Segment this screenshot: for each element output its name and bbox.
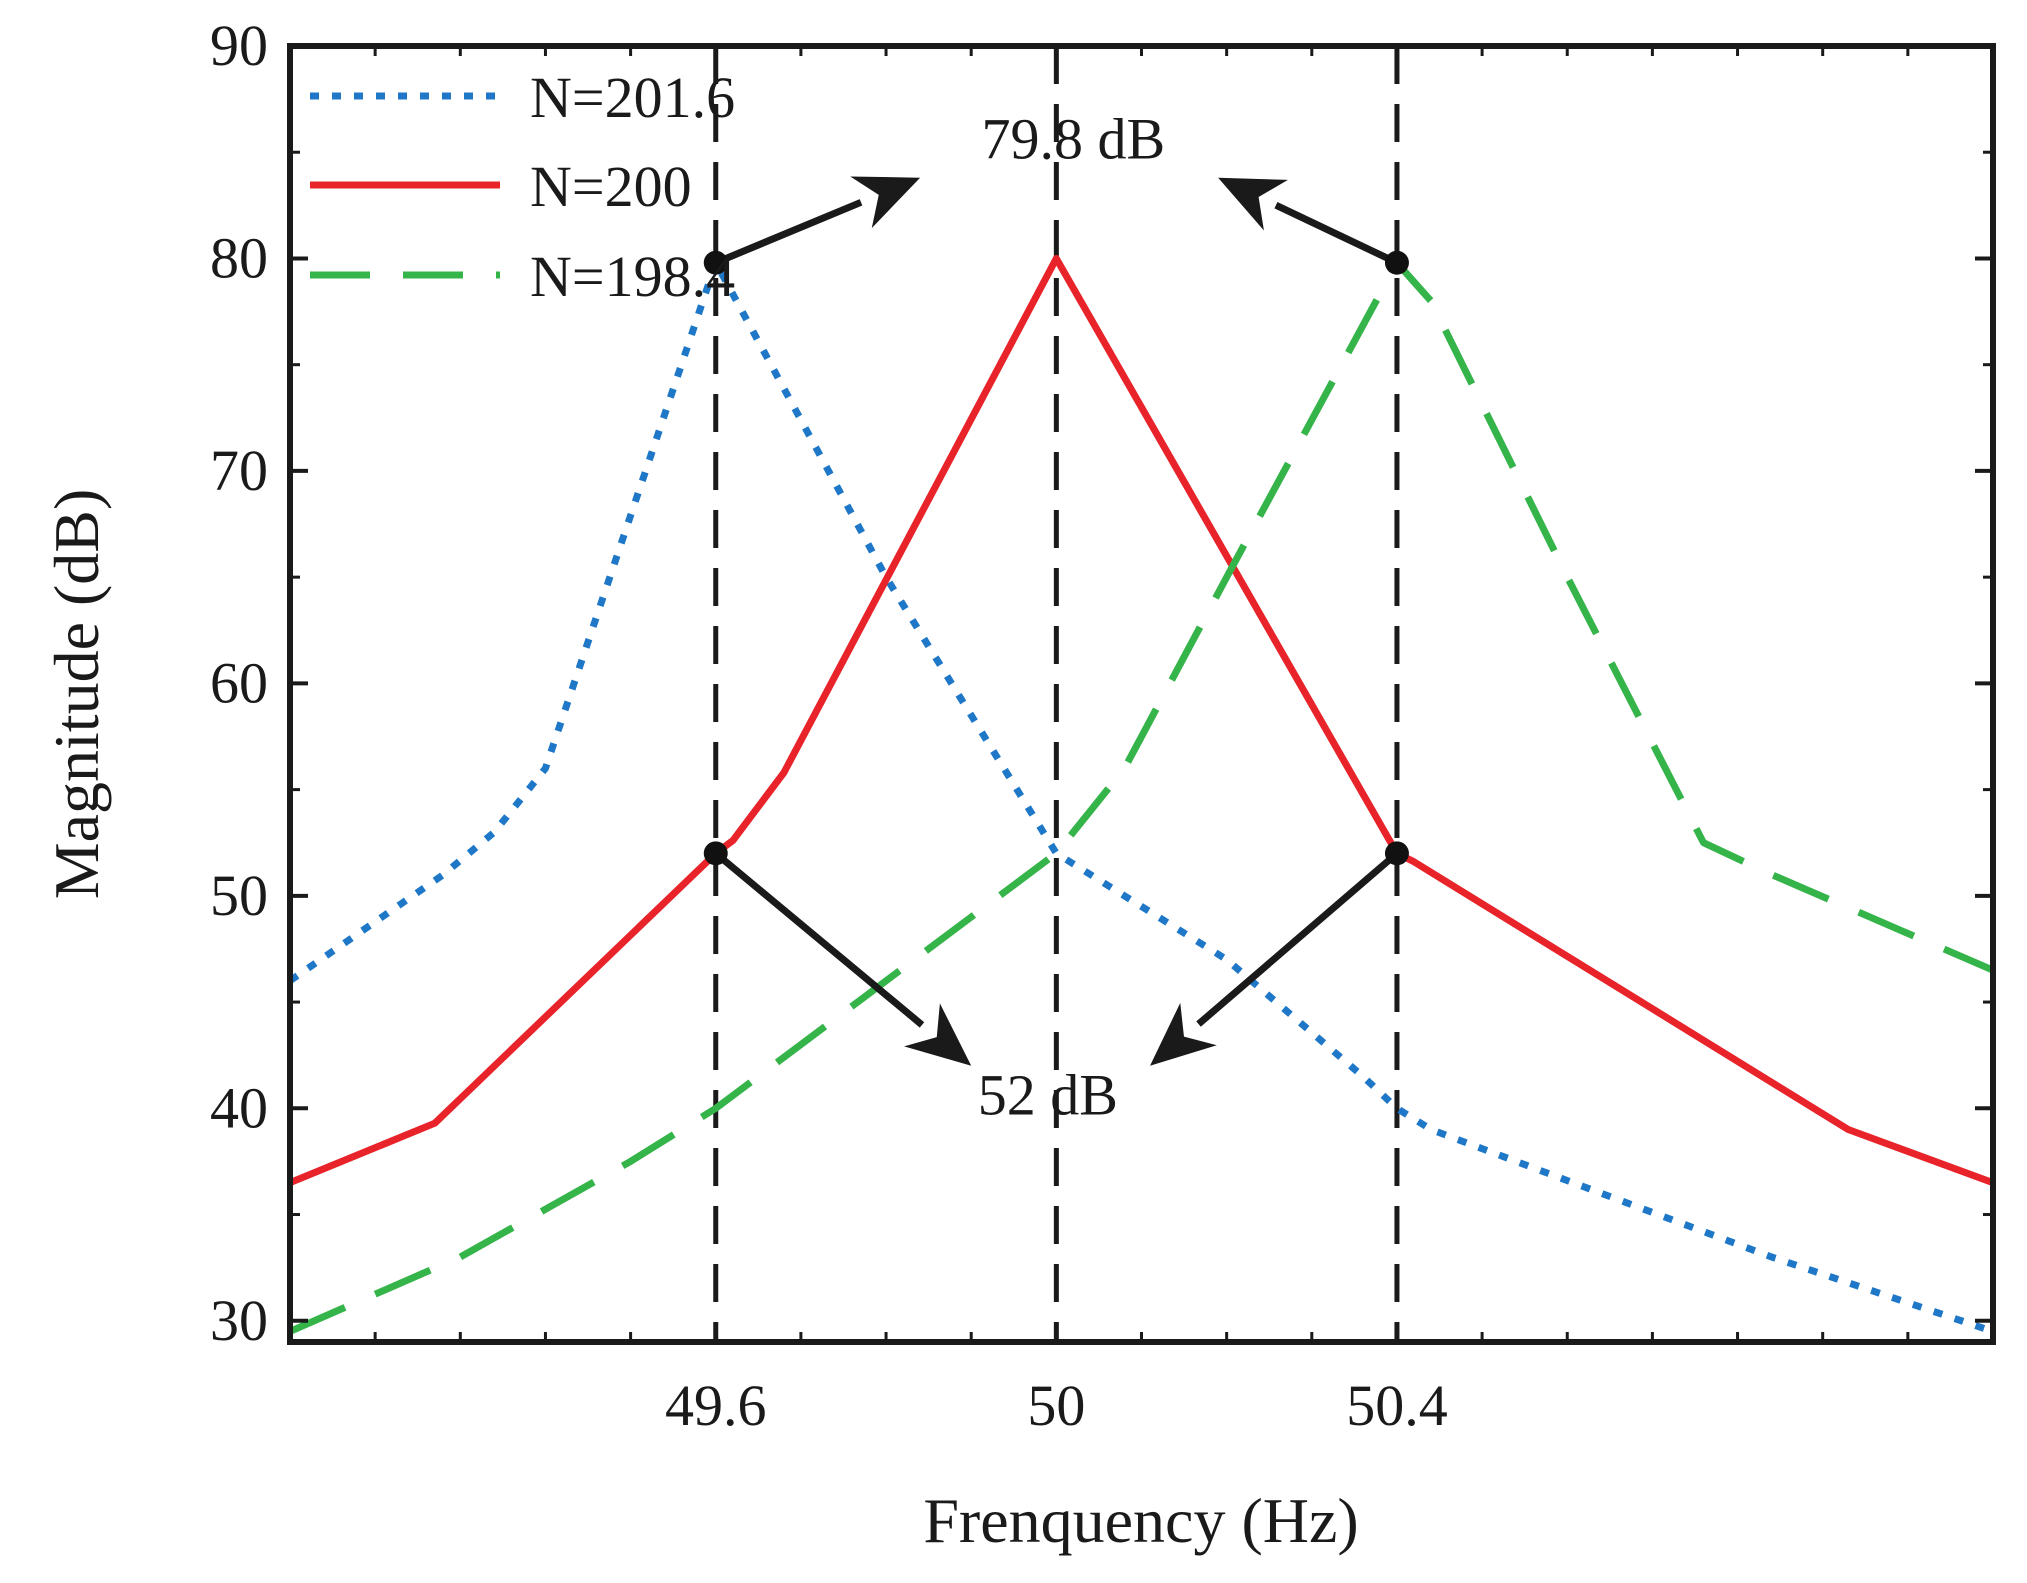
x-tick-label: 50 [1027,1373,1085,1438]
legend-label: N=198.4 [530,244,735,309]
series-line-N=198.4 [290,259,1993,1335]
arrow-shaft [713,850,925,1028]
legend: N=201.6 N=200 N=198.4 [310,65,735,309]
ticks-group [290,44,1993,1342]
reference-lines [713,46,1400,1342]
annotation-label: 79.8 dB [982,107,1166,172]
y-tick-label: 80 [210,225,268,290]
annotation-label: 52 dB [978,1063,1118,1128]
y-tick-label: 30 [210,1288,268,1353]
tick-labels-group: 30 40 50 60 70 80 90 49.6 50 50.4 [210,13,1448,1438]
legend-label: N=201.6 [530,65,735,130]
arrow-head [850,176,921,229]
data-marker [703,250,728,275]
markers-group [703,250,1409,866]
data-marker [703,841,728,866]
x-tick-label: 49.6 [665,1373,767,1438]
x-axis-title: Frenquency (Hz) [923,1485,1358,1556]
y-tick-label: 60 [210,650,268,715]
annotations-group: 79.8 dB 52 dB [978,107,1165,1128]
series-line-N=200 [290,255,1993,1186]
arrow-head [904,1003,972,1066]
series-group [290,255,1993,1335]
y-tick-label: 90 [210,13,268,78]
arrows-group [713,176,1400,1066]
arrow-head [1218,177,1288,231]
arrow-head [1150,1002,1217,1066]
y-axis-title: Magnitude (dB) [41,489,112,900]
series-line-N=201.6 [290,259,1993,1335]
x-tick-label: 50.4 [1346,1373,1448,1438]
y-tick-label: 70 [210,438,268,503]
data-marker [1384,841,1409,866]
arrow-shaft [1196,850,1400,1027]
legend-label: N=200 [530,154,692,219]
arrow-shaft [1274,202,1399,266]
y-tick-label: 40 [210,1075,268,1140]
data-marker [1384,250,1409,275]
y-tick-label: 50 [210,863,268,928]
arrow-shaft [714,199,863,266]
